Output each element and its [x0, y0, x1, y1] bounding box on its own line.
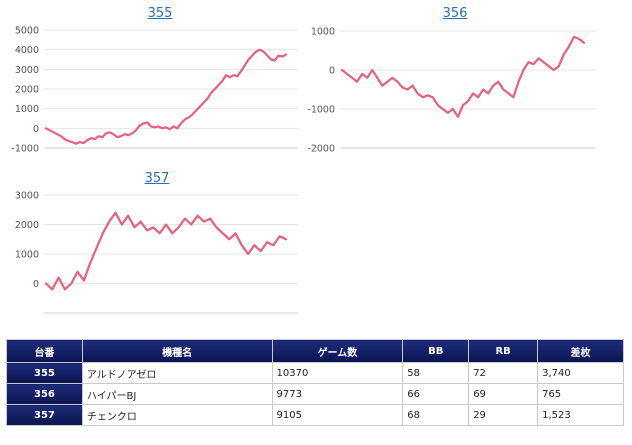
header-bb: BB: [402, 339, 470, 363]
bb-cell: 66: [402, 383, 470, 405]
game-count-cell: 10370: [271, 362, 404, 384]
y-tick-label: 0: [33, 279, 39, 290]
difference-cell: 765: [537, 383, 624, 405]
machine-name-cell: アルドノアゼロ: [81, 362, 273, 384]
y-tick-label: 0: [329, 66, 335, 77]
y-tick-label: 1000: [15, 250, 39, 261]
y-tick-label: 4000: [15, 45, 39, 56]
game-count-cell: 9773: [271, 383, 404, 405]
y-tick-label: 1000: [15, 104, 39, 115]
table-row: 356 ハイパーBJ 9773 66 69 765: [6, 383, 624, 405]
y-tick-label: -1000: [11, 144, 39, 155]
y-tick-label: 0: [33, 124, 39, 135]
bb-cell: 68: [402, 404, 470, 426]
bb-cell: 58: [402, 362, 470, 384]
rb-cell: 72: [468, 362, 539, 384]
line-chart-355: -1000 0 1000 2000 3000 4000 5000: [11, 26, 298, 155]
series-line: [44, 48, 288, 145]
chart-title-355[interactable]: 355: [147, 6, 173, 21]
unit-number-cell[interactable]: 356: [6, 383, 83, 405]
series-line: [340, 35, 586, 118]
header-rb: RB: [468, 339, 539, 363]
y-tick-label: 1000: [311, 27, 335, 38]
machine-name-cell: ハイパーBJ: [81, 383, 273, 405]
difference-cell: 3,740: [537, 362, 624, 384]
table-row: 357 チェンクロ 9105 68 29 1,523: [6, 404, 624, 426]
chart-title-356[interactable]: 356: [442, 6, 468, 21]
series-line: [44, 211, 288, 291]
game-count-cell: 9105: [271, 404, 404, 426]
y-tick-label: 3000: [15, 65, 39, 76]
line-chart-356: -2000 -1000 0 1000: [307, 27, 596, 155]
machine-name-cell: チェンクロ: [81, 404, 273, 426]
table-row: 355 アルドノアゼロ 10370 58 72 3,740: [6, 362, 624, 384]
y-tick-label: 5000: [15, 26, 39, 37]
rb-cell: 69: [468, 383, 539, 405]
y-tick-label: -1000: [307, 105, 335, 116]
machine-data-table: 台番 機種名 ゲーム数 BB RB 差枚 355 アルドノアゼロ 10370 5…: [6, 339, 624, 426]
chart-title-357[interactable]: 357: [144, 171, 170, 186]
y-tick-label: -2000: [307, 144, 335, 155]
header-difference: 差枚: [537, 339, 624, 363]
difference-cell: 1,523: [537, 404, 624, 426]
line-chart-357: 0 1000 2000 3000: [15, 191, 298, 314]
header-machine-name: 機種名: [81, 339, 273, 363]
rb-cell: 29: [468, 404, 539, 426]
table-header-row: 台番 機種名 ゲーム数 BB RB 差枚: [6, 339, 624, 363]
y-tick-label: 3000: [15, 191, 39, 202]
unit-number-cell[interactable]: 357: [6, 404, 83, 426]
y-tick-label: 2000: [15, 220, 39, 231]
header-unit-number: 台番: [6, 339, 83, 363]
unit-number-cell[interactable]: 355: [6, 362, 83, 384]
y-tick-label: 2000: [15, 85, 39, 96]
header-game-count: ゲーム数: [271, 339, 404, 363]
